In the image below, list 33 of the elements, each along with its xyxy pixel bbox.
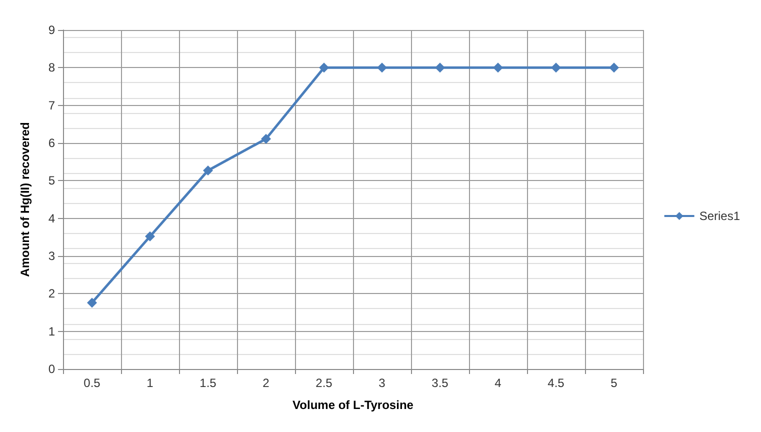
y-tick-label: 3 [48, 249, 56, 263]
point [377, 62, 387, 73]
point [435, 62, 445, 73]
y-tick-label: 0 [48, 362, 56, 376]
y-tick-label: 4 [48, 211, 56, 226]
x-tick-label: 1.5 [200, 376, 217, 390]
point [87, 298, 97, 308]
y-tick-label: 7 [48, 98, 56, 112]
x-tick-label: 5 [610, 376, 618, 390]
point [493, 62, 503, 73]
x-tick-label: 3.5 [432, 376, 449, 390]
x-tick-label: 0.5 [84, 376, 101, 390]
y-tick-label: 9 [48, 23, 56, 37]
x-tick-label: 3 [378, 376, 386, 390]
point [261, 134, 271, 144]
legend-label: Series1 [699, 209, 740, 223]
point [551, 62, 561, 73]
y-axis-title: Amount of Hg(II) recovered [18, 122, 32, 277]
x-axis-title: Volume of L-Tyrosine [292, 398, 414, 412]
y-tick-label: 6 [48, 136, 56, 150]
y-tick-label: 8 [48, 60, 56, 75]
x-tick-label: 4.5 [548, 376, 565, 390]
x-tick-label: 1 [146, 376, 154, 390]
point [319, 62, 329, 73]
x-tick-label: 2.5 [316, 376, 333, 390]
y-tick-label: 2 [48, 286, 56, 301]
x-tick-label: 4 [494, 376, 502, 390]
point [145, 231, 155, 242]
y-tick-label: 5 [48, 174, 56, 188]
x-tick-label: 2 [262, 376, 270, 390]
point [609, 62, 619, 73]
y-tick-label: 1 [48, 324, 56, 338]
point [203, 165, 213, 176]
